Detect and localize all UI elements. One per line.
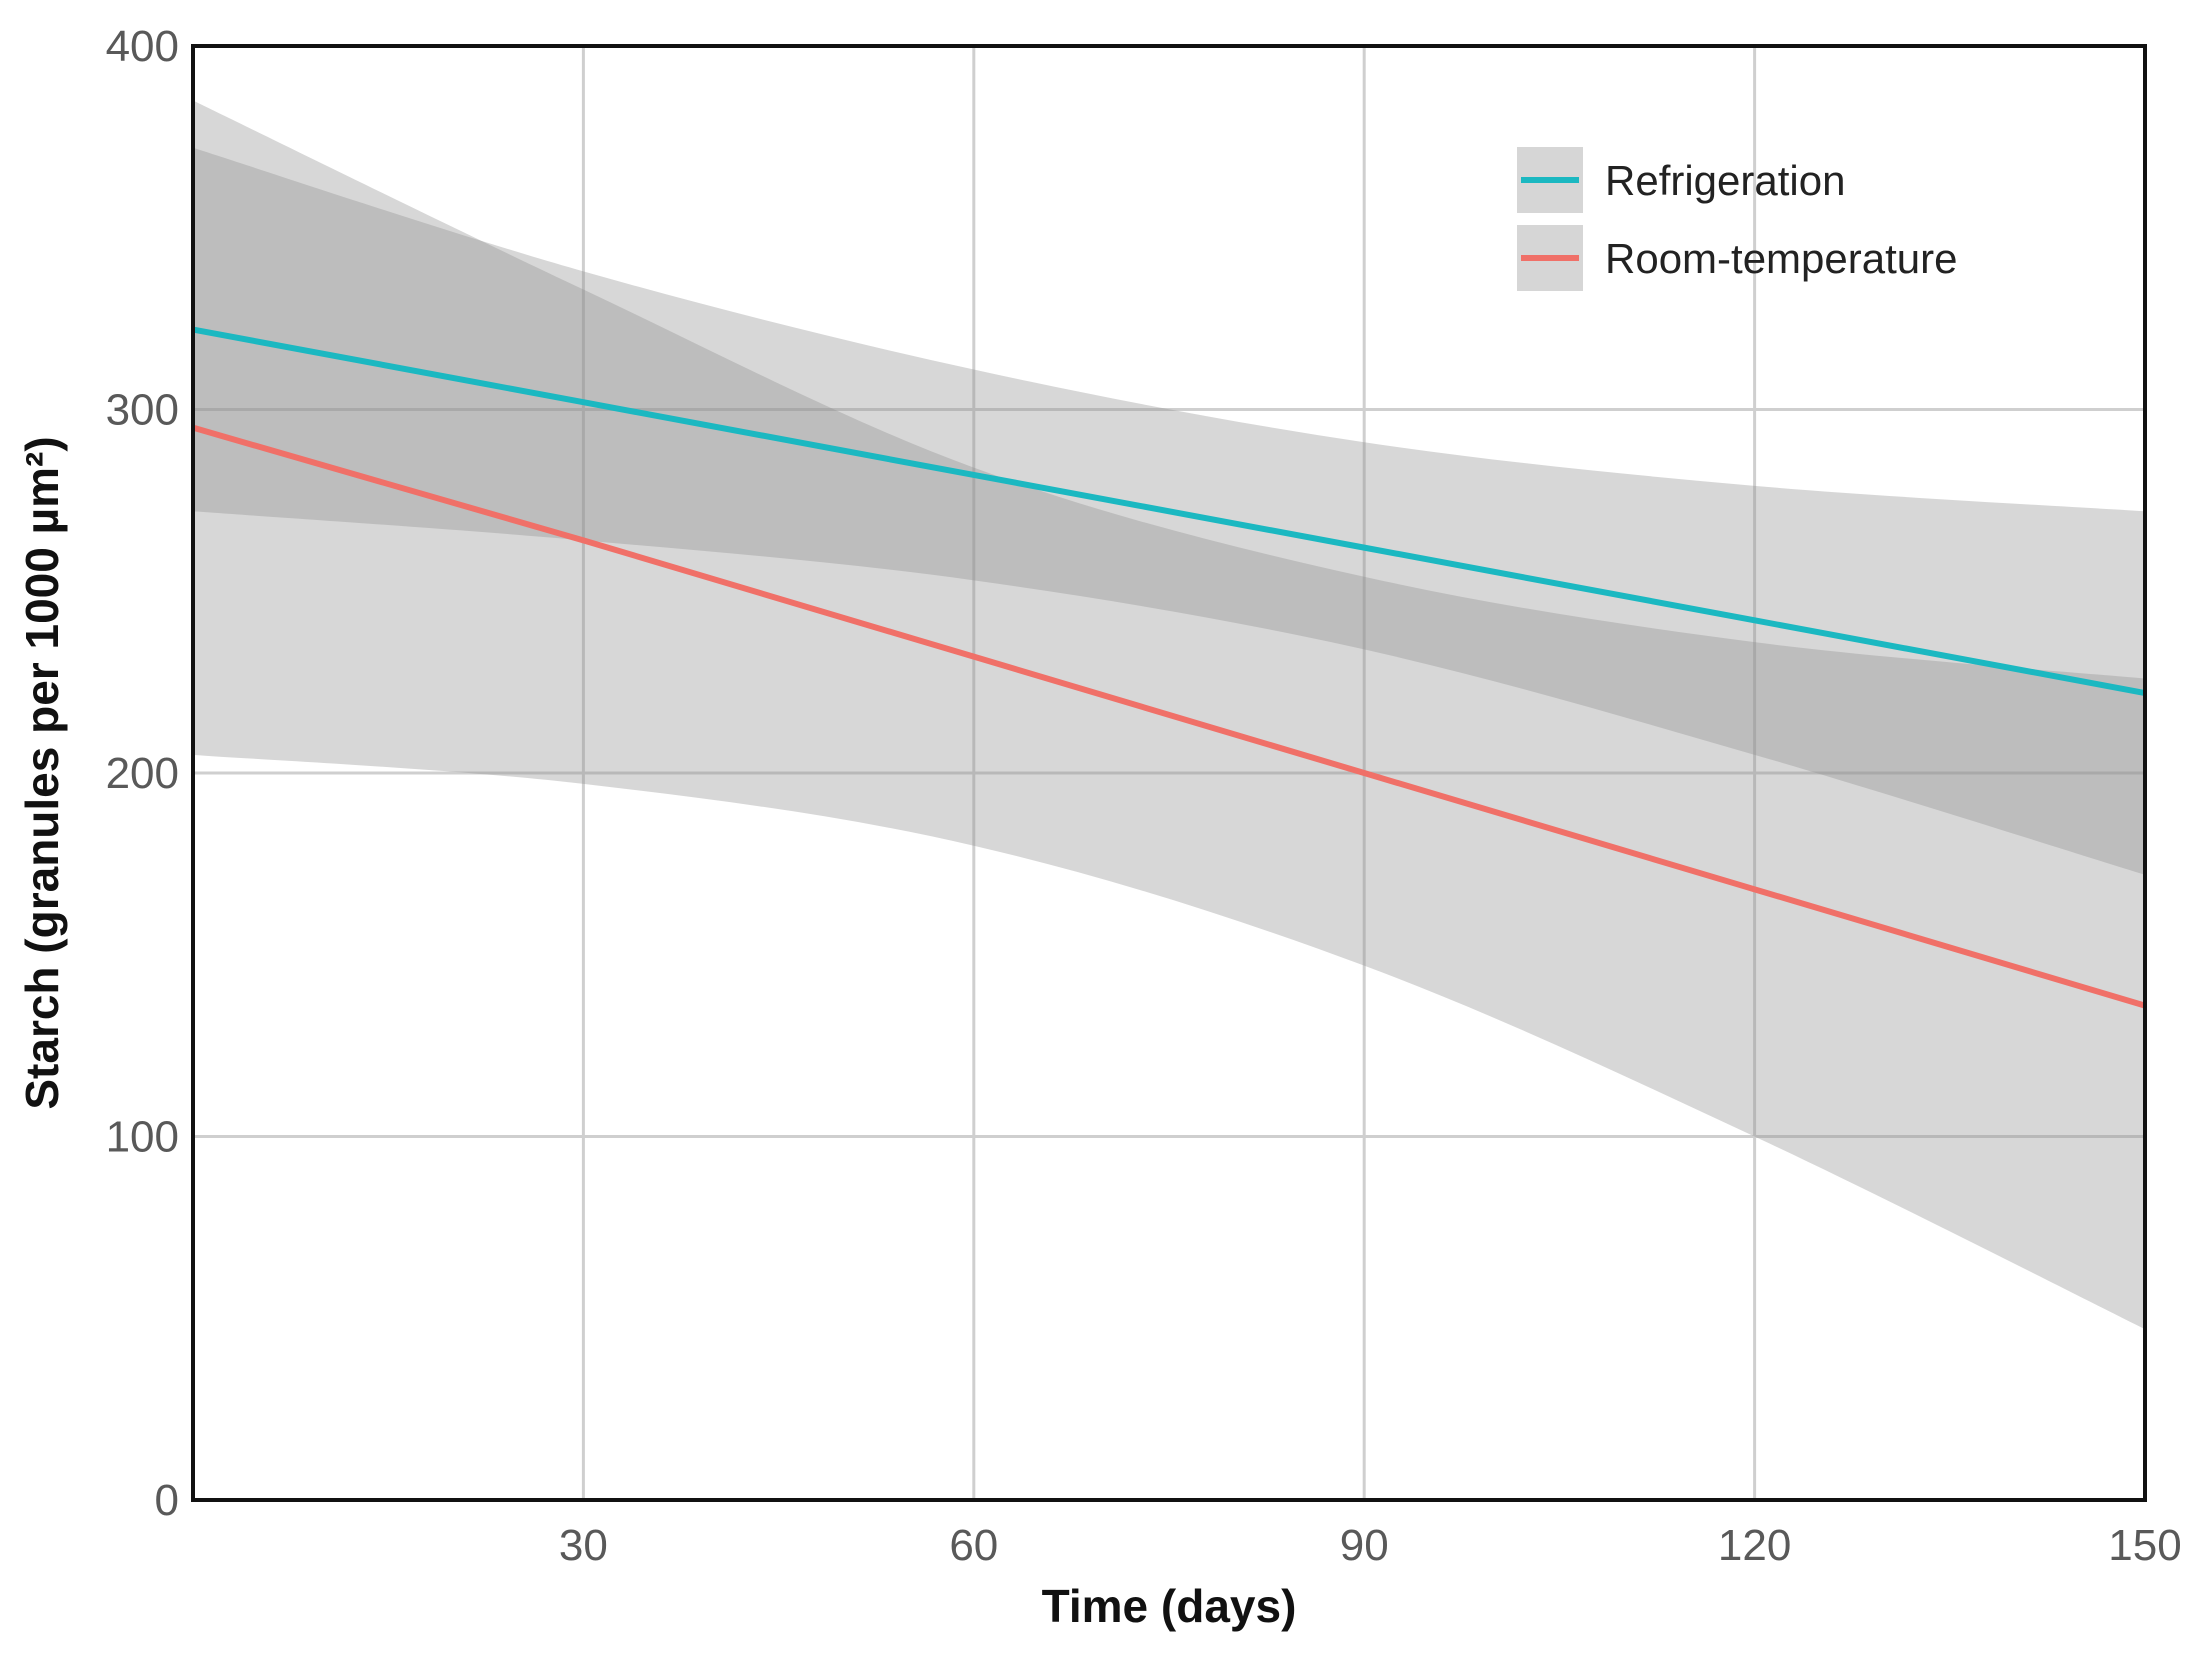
x-tick-label: 30 <box>559 1521 608 1570</box>
x-tick-label: 150 <box>2108 1521 2181 1570</box>
series-lines <box>192 326 2146 1009</box>
x-tick-label: 120 <box>1718 1521 1791 1570</box>
legend-label-1: Room-temperature <box>1605 235 1957 282</box>
y-tick-label: 100 <box>106 1113 179 1162</box>
y-tick-label: 400 <box>106 22 179 71</box>
y-axis-title: Starch (granules per 1000 µm²) <box>16 436 68 1109</box>
plot-frame <box>191 44 2147 1502</box>
y-tick-label: 200 <box>106 749 179 798</box>
x-tick-label: 90 <box>1340 1521 1389 1570</box>
series-line-refrigeration <box>192 326 2146 696</box>
y-tick-label: 0 <box>155 1476 179 1525</box>
series-line-room-temperature <box>192 424 2146 1009</box>
legend-label-0: Refrigeration <box>1605 157 1845 204</box>
legend: Refrigeration Room-temperature <box>1517 147 1957 291</box>
x-axis-title: Time (days) <box>1042 1580 1297 1632</box>
y-tick-label: 300 <box>106 386 179 435</box>
x-tick-label: 60 <box>949 1521 998 1570</box>
x-tick-labels: 30 60 90 120 150 <box>559 1521 2182 1570</box>
y-tick-labels: 0 100 200 300 400 <box>106 22 179 1525</box>
